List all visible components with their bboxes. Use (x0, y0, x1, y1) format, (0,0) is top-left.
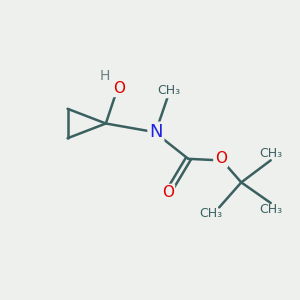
Text: CH₃: CH₃ (260, 203, 283, 216)
Text: O: O (215, 151, 227, 166)
Text: H: H (100, 69, 110, 83)
Text: CH₃: CH₃ (158, 84, 181, 97)
Text: O: O (162, 185, 174, 200)
Text: O: O (113, 81, 125, 96)
Text: N: N (149, 123, 163, 141)
Text: CH₃: CH₃ (260, 147, 283, 160)
Text: CH₃: CH₃ (199, 207, 222, 220)
